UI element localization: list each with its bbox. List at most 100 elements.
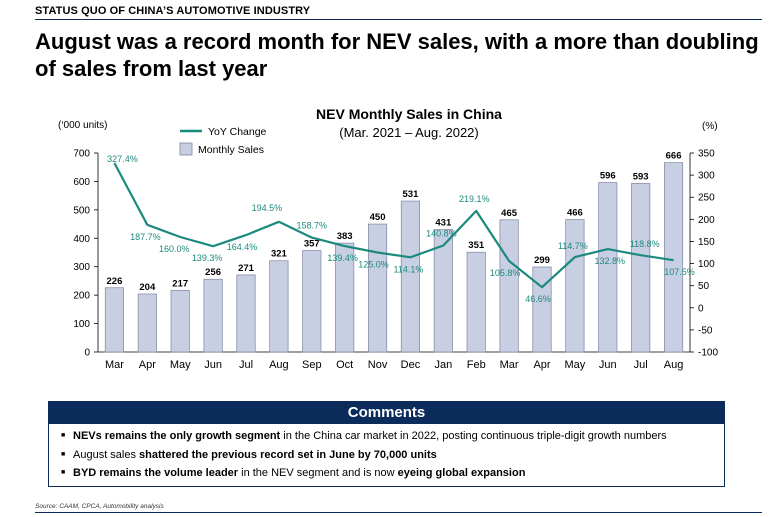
month-label: Apr — [533, 359, 550, 371]
left-tick-label: 200 — [73, 291, 90, 302]
yoy-value-label: 160.0% — [159, 244, 190, 254]
month-label: Aug — [269, 359, 289, 371]
sales-value-label: 321 — [271, 249, 288, 260]
left-tick-label: 500 — [73, 205, 90, 216]
legend-line-label: YoY Change — [208, 126, 267, 138]
sales-value-label: 593 — [633, 171, 649, 182]
chart-subtitle: (Mar. 2021 – Aug. 2022) — [339, 125, 478, 140]
chart-title: NEV Monthly Sales in China — [316, 106, 502, 122]
x-tick-labels: Mar Apr May Jun Jul Aug Sep Oct Nov Dec Jan Feb Mar A… — [105, 359, 683, 371]
right-tick-label: 250 — [698, 193, 715, 204]
month-label: Mar — [500, 359, 519, 371]
yoy-value-label: 114.1% — [394, 264, 424, 274]
sales-value-label: 466 — [567, 208, 583, 219]
left-tick-label: 100 — [73, 319, 90, 330]
sales-bar — [598, 182, 618, 353]
month-label: May — [170, 359, 191, 371]
yoy-value-label: 132.8% — [595, 256, 626, 266]
sales-bar — [367, 223, 388, 353]
yoy-value-label: 140.8% — [426, 229, 457, 239]
sales-value-label: 204 — [139, 282, 156, 293]
source-note: Source: CAAM, CPCA, Automobility analysi… — [35, 503, 164, 510]
comment-text: August sales — [73, 448, 140, 461]
yoy-value-label: 139.3% — [192, 253, 223, 263]
right-axis-label: (%) — [702, 121, 718, 132]
yoy-value-label: 158.7% — [297, 221, 328, 231]
yoy-value-label: 114.7% — [558, 241, 588, 251]
left-axis-label: (‘000 units) — [58, 120, 107, 131]
sales-bar — [335, 242, 355, 353]
yoy-value-label: 327.4% — [107, 154, 138, 164]
comment-item: August sales shattered the previous reco… — [61, 446, 724, 465]
sales-value-label: 299 — [534, 255, 550, 266]
sales-value-label: 465 — [501, 208, 518, 219]
sales-bar — [269, 260, 289, 353]
month-label: Feb — [467, 359, 486, 371]
month-label: Dec — [401, 359, 421, 371]
sales-bar — [137, 293, 157, 353]
sales-bar — [565, 219, 585, 353]
sales-value-label: 383 — [337, 231, 353, 242]
comments-box: Comments NEVs remains the only growth se… — [48, 401, 725, 487]
yoy-value-label: 118.8% — [630, 239, 660, 249]
sales-value-label: 226 — [107, 276, 123, 287]
kicker: STATUS QUO OF CHINA’S AUTOMOTIVE INDUSTR… — [35, 5, 311, 17]
right-tick-label: 100 — [698, 259, 715, 270]
sales-bar — [400, 200, 421, 353]
right-tick-label: 0 — [698, 303, 704, 314]
comment-text: in the China car market in 2022, posting… — [280, 430, 667, 442]
yoy-value-label: 219.1% — [459, 194, 490, 204]
sales-bar — [466, 251, 486, 353]
top-divider — [35, 19, 762, 20]
comment-item: BYD remains the volume leader in the NEV… — [61, 464, 724, 483]
month-label: Jun — [599, 359, 617, 371]
month-label: Oct — [336, 359, 353, 371]
comment-text: in the NEV segment and is now — [238, 467, 398, 479]
sales-value-label: 351 — [468, 240, 485, 251]
axes: 0 100 200 300 400 500 600 700 -100 -50 0 50 100 150 20… — [73, 149, 718, 359]
sales-value-label: 217 — [172, 278, 188, 289]
month-label: Aug — [664, 359, 684, 371]
month-label: Jan — [434, 359, 452, 371]
sales-bar — [104, 287, 125, 353]
yoy-value-labels: 327.4% 187.7% 160.0%139.3% 164.4% 194.5% 158.… — [107, 154, 695, 304]
left-tick-label: 600 — [73, 177, 90, 188]
sales-value-label: 431 — [435, 217, 452, 228]
yoy-value-label: 105.8% — [490, 268, 521, 278]
left-tick-label: 0 — [84, 348, 90, 359]
month-label: Sep — [302, 359, 322, 371]
right-tick-label: 300 — [698, 171, 715, 182]
sales-bar — [631, 183, 651, 353]
comment-bold: eyeing global expansion — [397, 467, 526, 479]
sales-bar — [499, 219, 519, 353]
nev-sales-chart: NEV Monthly Sales in China (Mar. 2021 – … — [58, 106, 718, 371]
right-tick-label: 50 — [698, 281, 710, 292]
sales-value-label: 666 — [666, 151, 682, 162]
month-label: Nov — [368, 359, 388, 371]
sales-bar — [433, 229, 453, 353]
right-tick-label: 350 — [698, 149, 715, 160]
sales-bar — [203, 278, 223, 353]
sales-bar — [532, 266, 552, 353]
yoy-line — [113, 162, 674, 289]
sales-value-label: 450 — [370, 212, 386, 223]
legend-bar-swatch — [179, 142, 193, 156]
month-label: Jul — [239, 359, 253, 371]
right-tick-label: 200 — [698, 215, 715, 226]
bottom-divider — [35, 512, 762, 513]
comments-title: Comments — [49, 402, 724, 424]
legend-bar-label: Monthly Sales — [198, 144, 264, 156]
yoy-value-label: 139.4% — [327, 253, 358, 263]
month-label: May — [564, 359, 585, 371]
month-label: Mar — [105, 359, 124, 371]
sales-bar — [302, 250, 322, 353]
sales-value-label: 357 — [304, 239, 320, 250]
sales-value-label: 531 — [403, 189, 420, 200]
yoy-value-label: 187.7% — [130, 232, 161, 242]
right-tick-label: -50 — [698, 325, 713, 336]
month-label: Jun — [204, 359, 222, 371]
sales-bar — [236, 274, 256, 353]
comment-item: NEVs remains the only growth segment in … — [61, 427, 724, 446]
yoy-value-label: 164.4% — [227, 242, 258, 252]
month-label: Jul — [634, 359, 648, 371]
